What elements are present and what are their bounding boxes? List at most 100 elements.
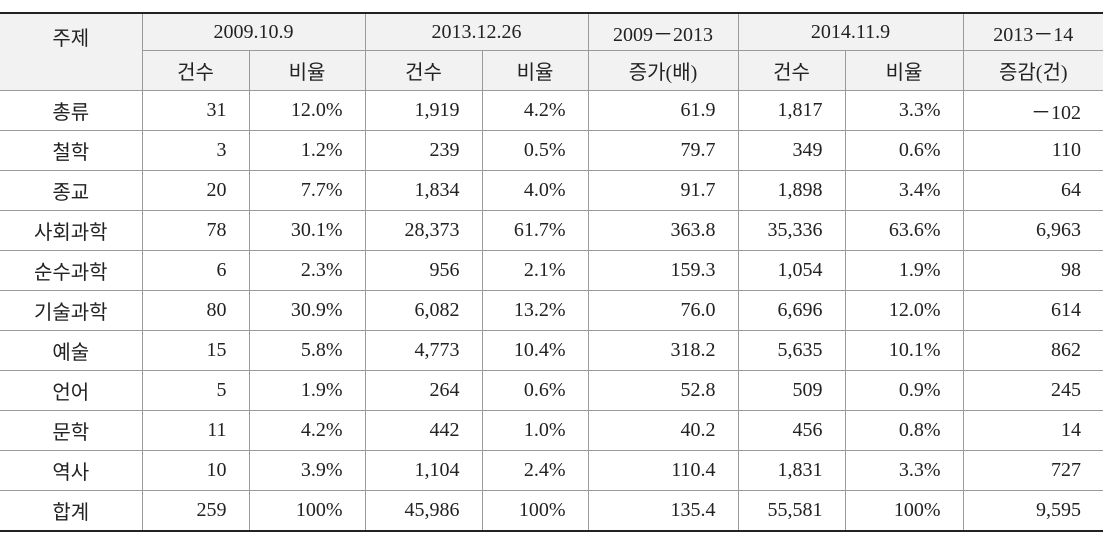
cell: 98	[962, 250, 1103, 291]
cell: 4.2%	[248, 410, 366, 451]
cell: 239	[364, 130, 483, 171]
cell: 2.3%	[248, 250, 366, 291]
subheader-row: 건수 비율 건수 비율 증가(배) 건수 비율 증감(건)	[0, 50, 1103, 91]
cell: 40.2	[587, 410, 739, 451]
cell: 30.1%	[248, 210, 366, 251]
table-row: 합계 259 100% 45,986 100% 135.4 55,581 100% 9,595	[0, 490, 1103, 532]
cell: 80	[141, 290, 250, 331]
cell: 264	[364, 370, 483, 411]
cell: 614	[962, 290, 1103, 331]
cell: 5.8%	[248, 330, 366, 371]
cell: 6,963	[962, 210, 1103, 251]
cell: 0.8%	[844, 410, 964, 451]
cell: 4.0%	[481, 170, 589, 211]
cell: 363.8	[587, 210, 739, 251]
cell: 76.0	[587, 290, 739, 331]
cell: 3.3%	[844, 450, 964, 491]
cell: 6,082	[364, 290, 483, 331]
cell: 4.2%	[481, 90, 589, 131]
group-header: 2009.10.9	[141, 12, 366, 51]
row-label: 철학	[0, 130, 143, 171]
cell: 349	[737, 130, 846, 171]
cell: 11	[141, 410, 250, 451]
cell: 1,831	[737, 450, 846, 491]
corner-header: 주제	[0, 12, 143, 91]
cell: 110.4	[587, 450, 739, 491]
cell: 55,581	[737, 490, 846, 532]
row-label: 예술	[0, 330, 143, 371]
cell: 13.2%	[481, 290, 589, 331]
cell: 110	[962, 130, 1103, 171]
cell: 442	[364, 410, 483, 451]
subheader: 비율	[844, 50, 964, 91]
cell: 30.9%	[248, 290, 366, 331]
cell: 31	[141, 90, 250, 131]
cell: 956	[364, 250, 483, 291]
cell: 1.9%	[248, 370, 366, 411]
row-label: 종교	[0, 170, 143, 211]
cell: 0.6%	[481, 370, 589, 411]
table-row: 역사 10 3.9% 1,104 2.4% 110.4 1,831 3.3% 727	[0, 450, 1103, 491]
cell: 12.0%	[844, 290, 964, 331]
cell: 91.7	[587, 170, 739, 211]
cell: －102	[962, 90, 1103, 131]
cell: 52.8	[587, 370, 739, 411]
cell: 1.9%	[844, 250, 964, 291]
cell: 10	[141, 450, 250, 491]
cell: 79.7	[587, 130, 739, 171]
row-label: 역사	[0, 450, 143, 491]
cell: 509	[737, 370, 846, 411]
cell: 100%	[481, 490, 589, 532]
cell: 2.4%	[481, 450, 589, 491]
cell: 28,373	[364, 210, 483, 251]
subheader: 증가(배)	[587, 50, 739, 91]
cell: 14	[962, 410, 1103, 451]
cell: 10.1%	[844, 330, 964, 371]
cell: 318.2	[587, 330, 739, 371]
cell: 100%	[844, 490, 964, 532]
cell: 727	[962, 450, 1103, 491]
row-label: 합계	[0, 490, 143, 532]
cell: 3.3%	[844, 90, 964, 131]
cell: 1,054	[737, 250, 846, 291]
cell: 64	[962, 170, 1103, 211]
table-row: 철학 3 1.2% 239 0.5% 79.7 349 0.6% 110	[0, 130, 1103, 171]
subheader: 증감(건)	[962, 50, 1103, 91]
cell: 0.9%	[844, 370, 964, 411]
cell: 6,696	[737, 290, 846, 331]
cell: 12.0%	[248, 90, 366, 131]
group-header: 2009－2013	[587, 12, 739, 51]
row-label: 언어	[0, 370, 143, 411]
cell: 259	[141, 490, 250, 532]
cell: 9,595	[962, 490, 1103, 532]
cell: 1.2%	[248, 130, 366, 171]
cell: 10.4%	[481, 330, 589, 371]
cell: 2.1%	[481, 250, 589, 291]
cell: 4,773	[364, 330, 483, 371]
subheader: 건수	[364, 50, 483, 91]
cell: 5	[141, 370, 250, 411]
row-label: 총류	[0, 90, 143, 131]
cell: 15	[141, 330, 250, 371]
subheader: 비율	[248, 50, 366, 91]
table-row: 언어 5 1.9% 264 0.6% 52.8 509 0.9% 245	[0, 370, 1103, 411]
cell: 5,635	[737, 330, 846, 371]
cell: 3.4%	[844, 170, 964, 211]
cell: 3	[141, 130, 250, 171]
cell: 100%	[248, 490, 366, 532]
table-row: 문학 11 4.2% 442 1.0% 40.2 456 0.8% 14	[0, 410, 1103, 451]
row-label: 기술과학	[0, 290, 143, 331]
subheader: 비율	[481, 50, 589, 91]
cell: 1.0%	[481, 410, 589, 451]
group-row: 주제 2009.10.9 2013.12.26 2009－2013 2014.1…	[0, 12, 1103, 91]
subheader: 건수	[737, 50, 846, 91]
cell: 63.6%	[844, 210, 964, 251]
table-body: 총류 31 12.0% 1,919 4.2% 61.9 1,817 3.3% －102 철학 3 1.…	[0, 90, 1103, 532]
table-row: 예술 15 5.8% 4,773 10.4% 318.2 5,635 10.1% 862	[0, 330, 1103, 371]
cell: 6	[141, 250, 250, 291]
cell: 35,336	[737, 210, 846, 251]
row-label: 문학	[0, 410, 143, 451]
cell: 159.3	[587, 250, 739, 291]
